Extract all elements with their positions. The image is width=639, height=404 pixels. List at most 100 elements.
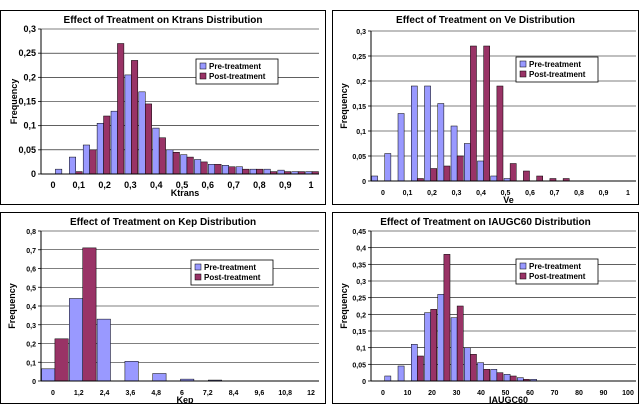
bar-pre-treatment [110,110,118,175]
y-tick-label: 0,05 [352,362,366,369]
bar-pre-treatment [96,123,104,175]
x-tick-label: 0 [51,390,55,397]
bar-pre-treatment [371,175,378,182]
y-tick-label: 0,2 [356,79,366,86]
kep-chart: Effect of Treatment on Kep Distribution 0… [7,217,319,403]
x-tick-label: 4,8 [151,390,161,397]
bar-pre-treatment [464,143,471,182]
x-axis-label: Kep [176,395,194,403]
x-tick-label: 60 [526,390,534,397]
y-tick-label: 0 [32,379,36,386]
legend-box [190,259,274,286]
x-tick-label: 0,6 [202,180,215,190]
legend-label-pre-treatment: Pre-treatment [204,263,256,272]
bar-pre-treatment [69,298,83,382]
x-tick-label: 1 [626,190,630,197]
bar-post-treatment [430,168,437,182]
bar-post-treatment [54,338,69,382]
y-tick-label: 0,15 [352,329,366,336]
x-tick-label: 70 [551,390,559,397]
bar-pre-treatment [82,144,90,175]
legend-box [515,258,599,285]
legend-box [195,58,279,85]
y-axis-label: Frequency [7,283,17,329]
bar-post-treatment [470,354,477,382]
y-tick-label: 0,3 [26,323,36,330]
x-tick-label: 80 [575,390,583,397]
bar-pre-treatment [180,154,188,175]
bar-post-treatment [242,168,250,175]
x-tick-label: 1 [308,180,313,190]
bar-pre-treatment [490,369,498,382]
x-tick-label: 0,5 [501,190,511,197]
bar-post-treatment [145,103,152,175]
y-tick-label: 0 [31,169,36,179]
bar-post-treatment [89,149,97,175]
legend-label-post-treatment: Post-treatment [209,72,266,81]
bar-post-treatment [103,115,111,175]
bar-pre-treatment [208,164,216,175]
bar-post-treatment [483,45,490,182]
legend-swatch-pre-treatment [519,60,527,68]
x-tick-label: 0,9 [599,190,609,197]
x-tick-label: 0,5 [176,180,189,190]
bar-pre-treatment [424,85,431,182]
bar-post-treatment [214,164,222,175]
y-axis-label: Frequency [339,83,349,129]
y-axis-label: Frequency [9,79,19,125]
y-tick-label: 0,4 [26,304,36,311]
x-tick-label: 0 [381,190,385,197]
y-tick-label: 0,35 [352,262,366,269]
chart-title: Effect of Treatment on Ve Distribution [396,15,575,26]
y-tick-label: 0,8 [26,229,36,236]
y-tick-label: 0,6 [26,267,36,274]
bar-post-treatment [131,60,139,175]
bar-post-treatment [430,309,437,382]
bar-post-treatment [483,369,490,382]
y-tick-label: 0,2 [356,312,366,319]
bar-post-treatment [117,43,125,175]
legend-label-post-treatment: Post-treatment [529,272,586,281]
legend-label-post-treatment: Post-treatment [204,273,261,282]
bar-post-treatment [158,137,166,175]
y-tick-label: 0,5 [26,285,36,292]
x-tick-label: 0,8 [253,180,266,190]
x-tick-label: 6 [180,390,184,397]
y-tick-label: 0,25 [352,296,366,303]
x-tick-label: 40 [477,390,485,397]
legend-box [515,56,599,83]
y-tick-label: 0,05 [18,145,36,155]
bar-pre-treatment [437,103,445,182]
y-tick-label: 0,15 [352,104,366,111]
x-tick-label: 10,8 [278,390,292,397]
chart-title: Effect of Treatment on Ktrans Distributi… [64,15,263,26]
ve-chart-panel: Effect of Treatment on Ve Distribution 0 0… [332,10,639,205]
legend-swatch-post-treatment [519,70,527,78]
x-tick-label: 0,1 [73,180,86,190]
x-tick-label: 90 [600,390,608,397]
x-tick-label: 30 [453,390,461,397]
bar-pre-treatment [96,318,111,382]
bar-pre-treatment [138,91,146,175]
plot-area [371,231,636,381]
bar-pre-treatment [503,374,511,382]
bar-pre-treatment [221,165,229,175]
bar-post-treatment [82,247,97,382]
legend-label-pre-treatment: Pre-treatment [209,62,261,71]
bar-pre-treatment [397,113,405,182]
bar-post-treatment [256,168,264,175]
bar-pre-treatment [450,125,458,182]
bar-pre-treatment [235,166,243,175]
x-tick-label: 10 [404,390,412,397]
x-axis-label: Ve [503,195,514,204]
bar-post-treatment [509,163,517,182]
y-tick-label: 0,3 [356,29,366,36]
bar-post-treatment [470,45,477,182]
x-tick-label: 100 [622,390,634,397]
bar-post-treatment [443,254,451,382]
legend-swatch-post-treatment [199,72,207,80]
y-tick-label: 0,1 [23,121,36,131]
x-tick-label: 0,8 [574,190,584,197]
bar-post-treatment [456,155,464,182]
